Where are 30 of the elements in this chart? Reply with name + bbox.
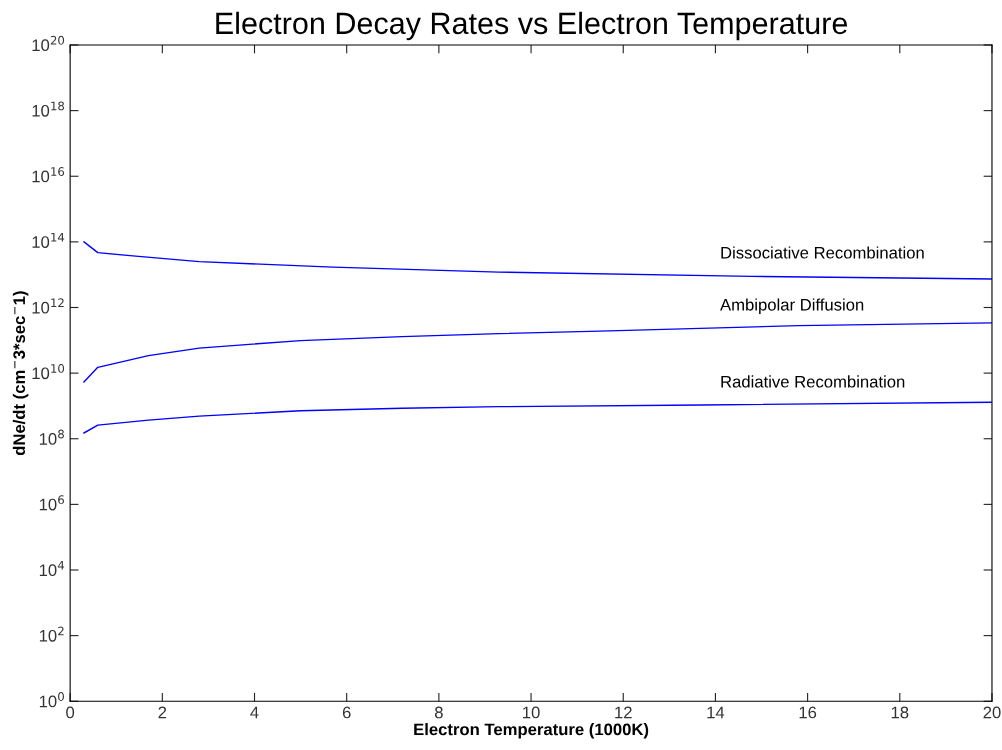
x-tick-label: 4 xyxy=(250,706,259,719)
x-tick-label: 14 xyxy=(707,706,725,719)
x-tick-label: 20 xyxy=(983,706,1001,719)
y-axis-title: dNe/dt (cm$^{−}$3*sec$^{−}$1) xyxy=(12,291,29,456)
series-label: Dissociative Recombination xyxy=(721,246,924,259)
x-tick-label: 16 xyxy=(799,706,817,719)
y-tick-label: 10$^{12}$ xyxy=(32,298,64,314)
series-label: Ambipolar Diffusion xyxy=(720,298,864,314)
y-tick-label: 10$^{14}$ xyxy=(32,232,65,248)
y-tick-label: 10$^{8}$ xyxy=(39,429,64,445)
x-axis-title: Electron Temperature (1000K) xyxy=(414,723,649,739)
line-series xyxy=(83,401,992,434)
chart-title: Electron Decay Rates vs Electron Temperature xyxy=(216,11,848,41)
x-tick-label: 10 xyxy=(523,706,540,719)
line-series xyxy=(83,241,992,280)
x-tick-label: 12 xyxy=(615,706,632,719)
x-tick-label: 18 xyxy=(891,706,909,719)
y-tick-label: 10$^{6}$ xyxy=(39,495,64,511)
y-tick-label: 10$^{4}$ xyxy=(39,561,65,577)
y-tick-label: 10$^{16}$ xyxy=(32,167,65,183)
x-tick-label: 6 xyxy=(342,706,351,719)
x-tick-label: 0 xyxy=(66,706,75,719)
y-tick-label: 10$^{2}$ xyxy=(39,626,64,642)
series-label: Radiative Recombination xyxy=(721,375,905,388)
y-tick-label: 10$^{20}$ xyxy=(32,35,65,52)
x-tick-label: 8 xyxy=(434,706,443,719)
y-tick-label: 10$^{0}$ xyxy=(39,692,64,708)
x-tick-label: 2 xyxy=(158,706,167,719)
y-tick-label: 10$^{18}$ xyxy=(32,101,65,117)
y-tick-label: 10$^{10}$ xyxy=(32,364,65,380)
